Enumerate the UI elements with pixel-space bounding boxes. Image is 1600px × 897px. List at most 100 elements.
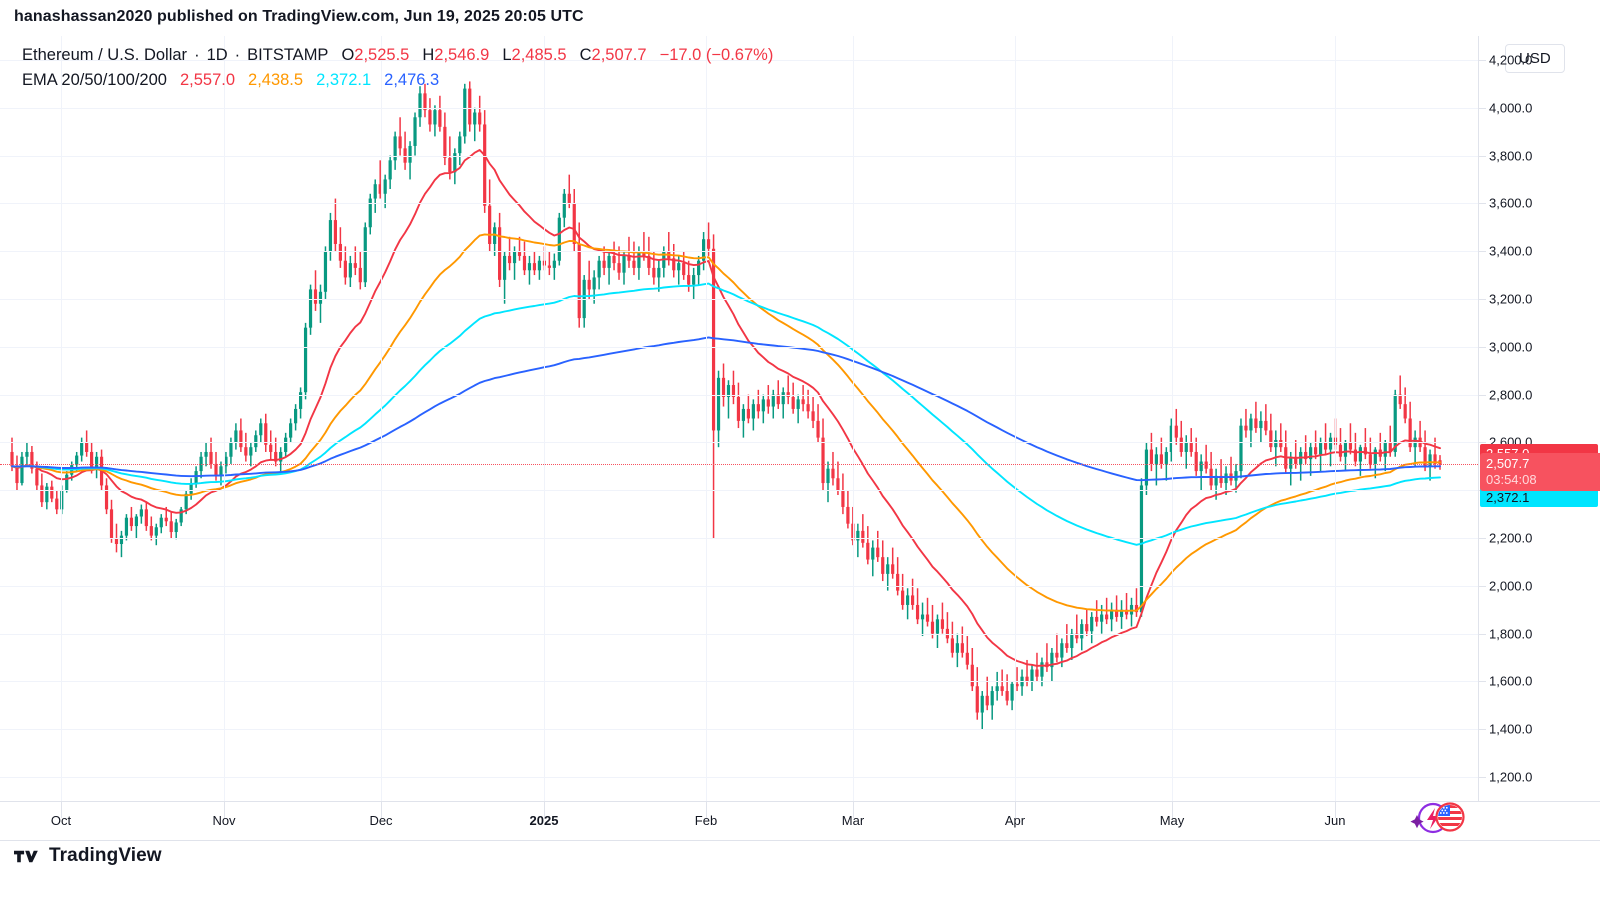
horizontal-gridline [0,346,1478,348]
time-axis-tick [544,802,545,818]
horizontal-gridline [0,585,1478,587]
price-axis-label: 1,800.0 [1489,626,1533,642]
candle-body [1368,454,1372,464]
candle-body [1139,485,1144,613]
candle-body [1259,420,1263,429]
candle-body [985,695,989,706]
price-axis-label: 1,600.0 [1489,673,1533,689]
price-axis[interactable]: USD 4,200.0 4,000.0 3,800.0 3,600.0 3,400.0 3… [1478,36,1600,801]
candle-body [378,184,382,194]
candle-body [1314,447,1318,455]
candle-body [950,638,954,653]
candle-body [90,451,94,469]
candle-body [1085,624,1089,632]
candle-body [50,486,54,499]
candle-body [1065,643,1069,648]
candle-body [776,394,780,405]
vertical-gridline [1335,36,1336,801]
ema-line-100 [11,282,1441,546]
candle-body [751,404,755,419]
price-axis-tick [1479,394,1486,396]
candle-body [841,490,845,507]
candle-body [1144,449,1149,486]
ema-line-50 [11,233,1441,612]
last-price-tag[interactable]: 2,507.7 03:54:08 [1480,453,1600,492]
candle-body [577,243,581,319]
legend-open-label: O [341,46,355,64]
price-axis-label: 2,800.0 [1489,387,1533,403]
candle-body [1358,447,1362,462]
chart-legend: Ethereum / U.S. Dollar · 1D · BITSTAMP O2,525… [22,44,773,92]
candle-body [1015,683,1019,687]
candle-body [716,377,721,431]
candle-body [816,420,820,438]
currency-badge: USD [1505,44,1565,73]
candle-body [1249,418,1253,431]
legend-row-ema[interactable]: EMA 20/50/100/200 2,557.0 2,438.5 2,372.1 2,… [22,69,773,92]
candle-body [1070,633,1074,648]
candle-body [493,227,497,244]
horizontal-gridline [0,681,1478,683]
candle-body [264,423,268,445]
time-axis[interactable]: Oct Nov Dec 2025 Feb Mar Apr May Jun [0,801,1600,841]
candle-body [473,112,477,125]
last-price: 2,507.7 [1486,456,1530,472]
candle-body [483,124,487,206]
ema100-price-tag[interactable]: 2,372.1 [1480,487,1598,507]
published-by-text: hanashassan2020 published on TradingView… [14,8,584,25]
candle-body [1408,418,1412,448]
candle-body [35,468,39,486]
candle-body [85,442,89,452]
ema-line-20 [11,149,1441,667]
candle-body [975,686,979,713]
candle-body [1343,442,1348,457]
chart-pane[interactable] [0,36,1478,801]
candle-body [886,564,890,574]
candle-body [1025,676,1029,682]
candle-body [1134,604,1139,613]
candle-body [851,523,855,541]
candle-body [418,93,422,118]
price-axis-tick [1479,442,1486,444]
price-axis-label: 4,000.0 [1489,100,1533,116]
candle-body [622,255,626,273]
price-axis-label: 3,800.0 [1489,148,1533,164]
candle-body [831,468,835,479]
price-axis-tick [1479,633,1486,635]
time-axis-tick [1172,802,1173,818]
candle-body [1318,442,1323,455]
horizontal-gridline [0,394,1478,396]
candle-body [1080,624,1084,639]
horizontal-gridline [0,490,1478,492]
horizontal-gridline [0,155,1478,157]
candle-body [527,263,532,271]
candle-body [169,521,173,533]
legend-row-symbol[interactable]: Ethereum / U.S. Dollar · 1D · BITSTAMP O2,525… [22,44,773,67]
candle-body [139,509,143,517]
candle-body [687,275,691,285]
candle-body [602,260,606,268]
price-axis-tick [1479,155,1486,157]
horizontal-gridline [0,107,1478,109]
time-axis-label: Oct [50,813,72,828]
horizontal-gridline [0,298,1478,300]
candle-body [781,392,785,405]
vertical-gridline [381,36,382,801]
candle-body [677,263,681,271]
candle-body [930,621,935,634]
horizontal-gridline [0,442,1478,444]
legend-low-value: 2,485.5 [511,46,567,64]
candle-body [478,112,482,125]
candle-body [970,664,974,687]
candle-body [766,399,770,407]
chart-badges [1405,801,1465,835]
candle-body [1154,454,1158,464]
candle-body [1105,614,1109,620]
candle-body [507,255,512,264]
time-axis-tick [381,802,382,818]
price-axis-label: 2,200.0 [1489,530,1533,546]
candle-body [358,267,362,283]
legend-ema20-value: 2,557.0 [179,71,236,89]
candle-body [109,509,114,539]
